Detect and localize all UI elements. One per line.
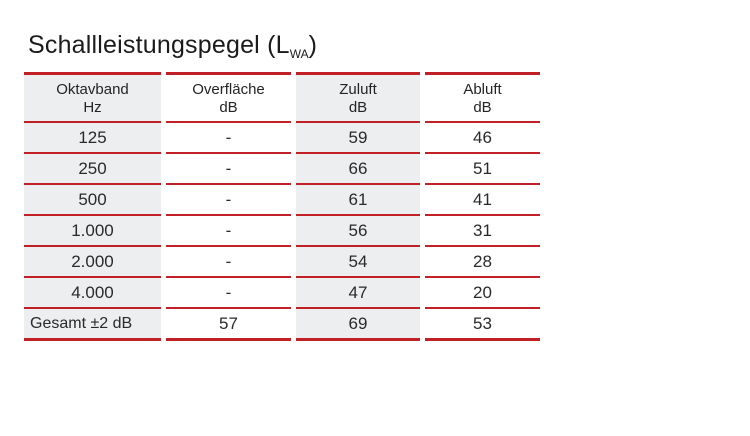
header-unit: dB <box>348 98 368 116</box>
page-title-close-paren: ) <box>308 31 318 59</box>
table-cell: 69 <box>296 309 420 341</box>
table-cell: 54 <box>296 247 420 278</box>
table-cell: 31 <box>425 216 540 247</box>
table-cell: 51 <box>425 154 540 185</box>
table-cell-total-label: Gesamt ±2 dB <box>24 309 161 341</box>
page-title: Schallleistungspegel (LWA) <box>28 31 318 61</box>
table-cell: 20 <box>425 278 540 309</box>
table-cell: 46 <box>425 123 540 154</box>
table-cell: 61 <box>296 185 420 216</box>
table-cell: 4.000 <box>24 278 161 309</box>
table-cell: 53 <box>425 309 540 341</box>
table-cell: - <box>166 154 291 185</box>
table-cell: 41 <box>425 185 540 216</box>
table-cell: - <box>166 216 291 247</box>
header-cell-abluft: Abluft dB <box>425 72 540 123</box>
table-cell: 1.000 <box>24 216 161 247</box>
table-cell: 250 <box>24 154 161 185</box>
sound-power-table: Oktavband Hz Overfläche dB Zuluft dB Abl… <box>24 72 540 341</box>
table-cell: 66 <box>296 154 420 185</box>
table-cell: - <box>166 185 291 216</box>
header-label: Zuluft <box>339 80 377 98</box>
header-unit: dB <box>219 98 238 116</box>
header-cell-overflaeche: Overfläche dB <box>166 72 291 123</box>
header-unit: dB <box>473 98 492 116</box>
table-cell: 28 <box>425 247 540 278</box>
table-cell: - <box>166 278 291 309</box>
header-label: Oktavband <box>56 80 129 98</box>
table-cell: 47 <box>296 278 420 309</box>
table-cell: - <box>166 123 291 154</box>
header-unit: Hz <box>83 98 102 116</box>
header-cell-oktavband: Oktavband Hz <box>24 72 161 123</box>
page-title-text: Schallleistungspegel (L <box>28 31 290 59</box>
table-cell: 57 <box>166 309 291 341</box>
table-cell: - <box>166 247 291 278</box>
page-title-subscript: WA <box>289 47 309 61</box>
table-cell: 59 <box>296 123 420 154</box>
table-cell: 56 <box>296 216 420 247</box>
table-cell: 125 <box>24 123 161 154</box>
header-cell-zuluft: Zuluft dB <box>296 72 420 123</box>
table-cell: 2.000 <box>24 247 161 278</box>
header-label: Abluft <box>463 80 502 98</box>
header-label: Overfläche <box>192 80 265 98</box>
table-cell: 500 <box>24 185 161 216</box>
